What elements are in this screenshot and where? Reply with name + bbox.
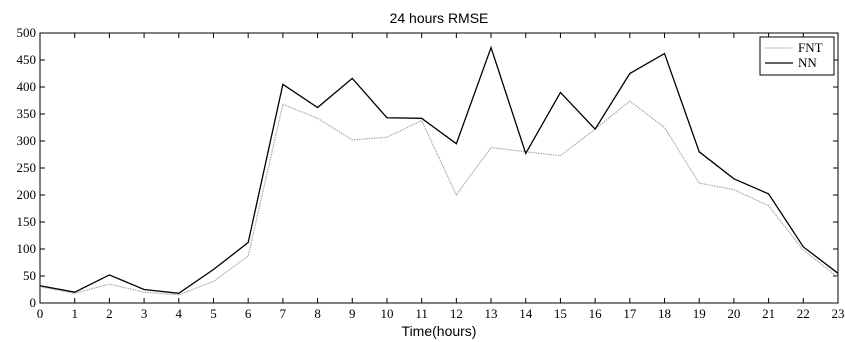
x-tick-label: 11 xyxy=(415,306,428,321)
x-tick-label: 9 xyxy=(349,306,356,321)
y-tick-label: 400 xyxy=(17,79,37,94)
x-tick-label: 10 xyxy=(380,306,393,321)
x-tick-label: 0 xyxy=(37,306,44,321)
y-tick-label: 100 xyxy=(17,241,37,256)
plot-frame xyxy=(39,32,839,304)
x-tick-label: 19 xyxy=(693,306,706,321)
x-tick-label: 13 xyxy=(485,306,498,321)
series-line-fnt xyxy=(39,100,839,296)
x-tick-label: 20 xyxy=(727,306,740,321)
x-tick-label: 1 xyxy=(71,306,78,321)
y-tick-label: 0 xyxy=(30,295,37,310)
x-tick-label: 17 xyxy=(623,306,637,321)
x-tick-label: 15 xyxy=(554,306,567,321)
x-tick-label: 5 xyxy=(210,306,217,321)
x-axis: 0 1 2 3 4 5 6 7 8 9 10 11 12 13 14 15 16 17 18 19 20 21 22 23 xyxy=(37,33,845,321)
x-tick-label: 18 xyxy=(658,306,671,321)
y-tick-label: 300 xyxy=(17,133,37,148)
y-tick-label: 450 xyxy=(17,52,37,67)
x-tick-label: 4 xyxy=(176,306,183,321)
x-tick-label: 3 xyxy=(141,306,148,321)
series-group xyxy=(39,45,839,296)
y-tick-label: 500 xyxy=(17,25,37,40)
y-tick-label: 350 xyxy=(17,106,37,121)
legend-box xyxy=(759,36,835,76)
x-tick-label: 8 xyxy=(314,306,321,321)
x-tick-label: 14 xyxy=(519,306,533,321)
x-tick-label: 12 xyxy=(450,306,463,321)
x-tick-label: 6 xyxy=(245,306,252,321)
y-tick-label: 150 xyxy=(17,214,37,229)
x-tick-label: 16 xyxy=(589,306,603,321)
legend-label-nn: NN xyxy=(798,55,817,70)
x-axis-label: Time(hours) xyxy=(402,323,477,339)
chart-title: 24 hours RMSE xyxy=(390,10,489,26)
x-tick-label: 2 xyxy=(106,306,113,321)
legend-label-fnt: FNT xyxy=(798,40,823,55)
x-tick-label: 23 xyxy=(832,306,845,321)
y-axis: 0 50 100 150 200 250 300 350 400 450 500 xyxy=(17,25,838,310)
y-tick-label: 250 xyxy=(17,160,37,175)
y-tick-label: 200 xyxy=(17,187,37,202)
x-tick-label: 7 xyxy=(280,306,287,321)
y-tick-label: 50 xyxy=(23,268,36,283)
x-tick-label: 22 xyxy=(797,306,810,321)
x-tick-label: 21 xyxy=(762,306,775,321)
plot-area xyxy=(39,32,839,304)
series-line-nn xyxy=(39,45,839,294)
